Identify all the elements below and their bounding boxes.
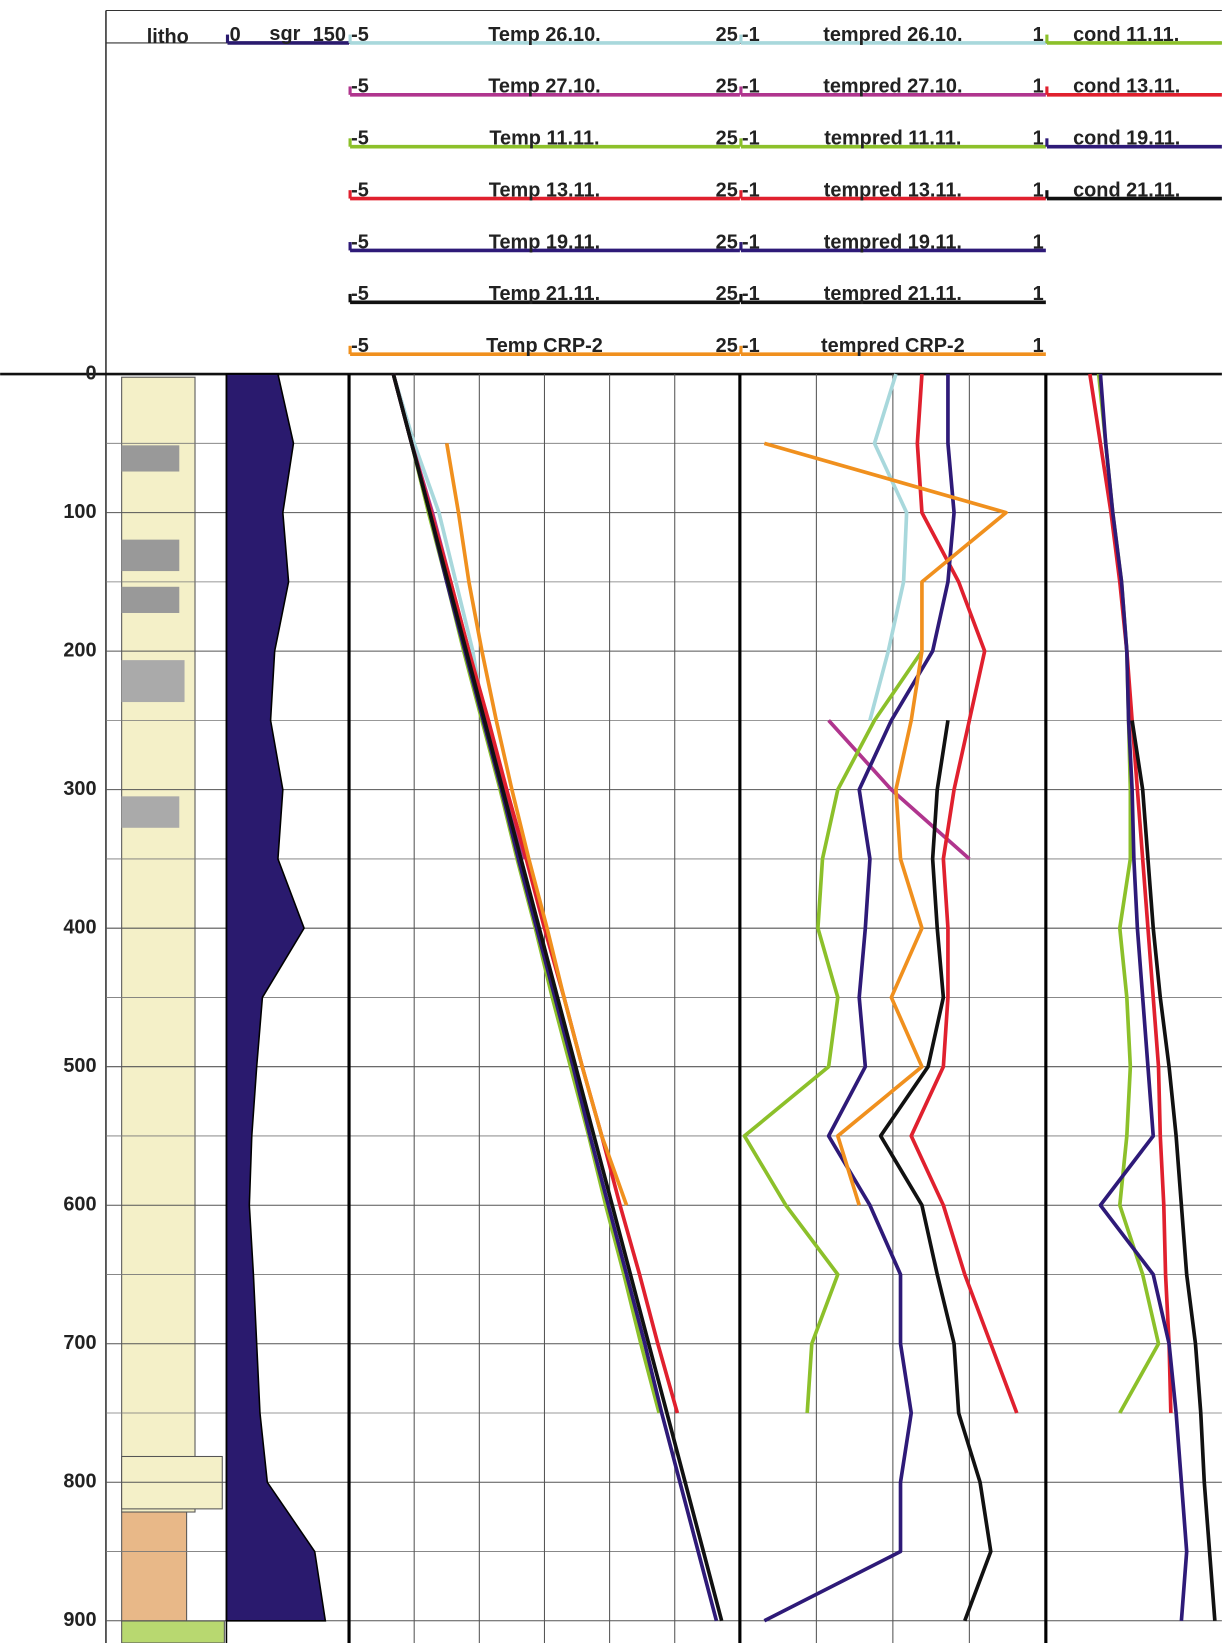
range-max-label: 25 bbox=[716, 76, 738, 98]
range-min-label: -5 bbox=[351, 24, 369, 46]
legend-label: tempred 26.10. bbox=[823, 24, 962, 46]
litho-column bbox=[121, 376, 225, 1643]
range-min-label: -1 bbox=[742, 335, 760, 357]
legend-label: cond 13.11. bbox=[1073, 76, 1180, 98]
depth-tick-label: 300 bbox=[63, 778, 96, 800]
range-min-label: -1 bbox=[742, 179, 760, 201]
log-curve bbox=[878, 720, 993, 1622]
range-max-label: 1 bbox=[1033, 335, 1044, 357]
range-max-label: 25 bbox=[716, 335, 738, 357]
range-max-label: 25 bbox=[716, 283, 738, 305]
log-curve bbox=[1130, 720, 1217, 1621]
legend-label: tempred 11.11. bbox=[824, 128, 961, 150]
range-min-label: -1 bbox=[742, 24, 760, 46]
legend-label: Temp 26.10. bbox=[488, 24, 600, 46]
range-min-label: -5 bbox=[351, 335, 369, 357]
log-curve bbox=[909, 373, 1019, 1414]
legend-label: cond 21.11. bbox=[1073, 179, 1180, 201]
log-curve bbox=[868, 373, 909, 721]
range-max-label: 25 bbox=[716, 128, 738, 150]
range-min-label: -1 bbox=[742, 231, 760, 253]
range-min-label: -5 bbox=[351, 76, 369, 98]
log-curve bbox=[444, 443, 629, 1206]
depth-tick-label: 400 bbox=[63, 916, 96, 938]
legend-label: Temp 11.11. bbox=[489, 128, 599, 150]
log-curve bbox=[742, 650, 924, 1414]
range-min-label: -5 bbox=[351, 179, 369, 201]
log-curve bbox=[1088, 373, 1173, 1414]
range-max-label: 25 bbox=[716, 179, 738, 201]
legend-label: Temp 27.10. bbox=[488, 76, 600, 98]
legend-label: Temp CRP-2 bbox=[486, 335, 603, 357]
range-min-label: 0 bbox=[230, 24, 241, 46]
depth-tick-label: 800 bbox=[63, 1471, 96, 1493]
depth-tick-label: 200 bbox=[63, 639, 96, 661]
legend-label: sgr bbox=[269, 23, 300, 45]
depth-tick-label: 900 bbox=[63, 1609, 96, 1631]
legend-label: tempred CRP-2 bbox=[821, 335, 965, 357]
range-min-label: -1 bbox=[742, 128, 760, 150]
log-curve bbox=[763, 441, 1008, 1206]
range-max-label: 1 bbox=[1033, 24, 1044, 46]
range-max-label: 1 bbox=[1033, 179, 1044, 201]
range-max-label: 1 bbox=[1033, 76, 1044, 98]
log-curve bbox=[391, 373, 724, 1622]
range-max-label: 25 bbox=[716, 24, 738, 46]
log-curve bbox=[827, 719, 971, 861]
log-curve bbox=[391, 373, 487, 721]
legend-label: tempred 19.11. bbox=[824, 231, 962, 253]
sgr-area bbox=[225, 373, 327, 1622]
range-min-label: -5 bbox=[351, 231, 369, 253]
log-curve bbox=[763, 374, 956, 1623]
log-curve bbox=[391, 373, 680, 1414]
depth-tick-label: 700 bbox=[63, 1332, 96, 1354]
range-max-label: 1 bbox=[1033, 283, 1044, 305]
depth-tick-label: 600 bbox=[63, 1193, 96, 1215]
legend-label: Temp 21.11. bbox=[489, 283, 600, 305]
legend-label: tempred 27.10. bbox=[823, 76, 962, 98]
legend-label: tempred 13.11. bbox=[824, 179, 962, 201]
range-max-label: 25 bbox=[716, 231, 738, 253]
depth-tick-label: 100 bbox=[63, 501, 96, 523]
range-min-label: -1 bbox=[742, 283, 760, 305]
depth-tick-label: 0 bbox=[85, 362, 96, 384]
range-min-label: -1 bbox=[742, 76, 760, 98]
legend-label: Temp 19.11. bbox=[489, 231, 600, 253]
range-min-label: -5 bbox=[351, 283, 369, 305]
range-min-label: -5 bbox=[351, 128, 369, 150]
legend-label: cond 11.11. bbox=[1073, 24, 1179, 46]
range-max-label: 1 bbox=[1033, 231, 1044, 253]
legend-label: cond 19.11. bbox=[1073, 128, 1180, 150]
legend-label: tempred 21.11. bbox=[824, 283, 962, 305]
depth-tick-label: 500 bbox=[63, 1055, 96, 1077]
litho-title: litho bbox=[147, 26, 189, 48]
range-max-label: 150 bbox=[313, 24, 346, 46]
range-max-label: 1 bbox=[1033, 128, 1044, 150]
legend-label: Temp 13.11. bbox=[489, 179, 600, 201]
log-curve bbox=[1098, 373, 1189, 1621]
